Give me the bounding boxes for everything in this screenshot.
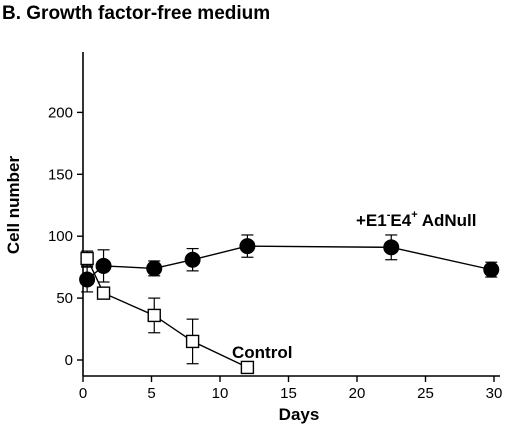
- x-tick-label-0: 0: [79, 385, 87, 402]
- x-tick-label-5: 5: [147, 385, 155, 402]
- x-tick-label-20: 20: [349, 385, 366, 402]
- y-axis-label: Cell number: [4, 156, 23, 255]
- series-1: [80, 250, 255, 375]
- data-point: [147, 308, 161, 323]
- x-axis-label: Days: [279, 405, 320, 424]
- series-layer: [79, 234, 500, 375]
- x-tick-label-30: 30: [486, 385, 503, 402]
- x-tick-label-25: 25: [417, 385, 434, 402]
- series-label-control: Control: [232, 343, 292, 362]
- y-tick-label-100: 100: [48, 228, 73, 245]
- series-label-adnull: +E1-E4+ AdNull: [356, 209, 477, 230]
- data-point: [483, 261, 500, 278]
- data-point: [79, 271, 96, 288]
- y-tick-label-50: 50: [56, 290, 73, 307]
- series-0: [79, 234, 500, 293]
- y-tick-label-150: 150: [48, 166, 73, 183]
- data-point: [185, 334, 200, 349]
- data-point: [96, 286, 111, 300]
- x-tick-label-10: 10: [212, 385, 229, 402]
- data-point: [240, 360, 255, 375]
- data-point: [383, 239, 400, 256]
- y-tick-label-200: 200: [48, 104, 73, 121]
- data-point: [80, 251, 94, 266]
- chart-title: B. Growth factor-free medium: [2, 3, 270, 24]
- series-0-line: [86, 245, 492, 281]
- y-tick-label-0: 0: [65, 352, 73, 369]
- data-point: [146, 260, 163, 277]
- x-tick-label-15: 15: [280, 385, 297, 402]
- data-point: [184, 251, 201, 268]
- axes: 0 50 100 150 200 0 5 10 15 20 25 30: [48, 52, 502, 402]
- data-point: [239, 238, 256, 255]
- series-1-line: [86, 258, 248, 369]
- data-point: [95, 257, 112, 274]
